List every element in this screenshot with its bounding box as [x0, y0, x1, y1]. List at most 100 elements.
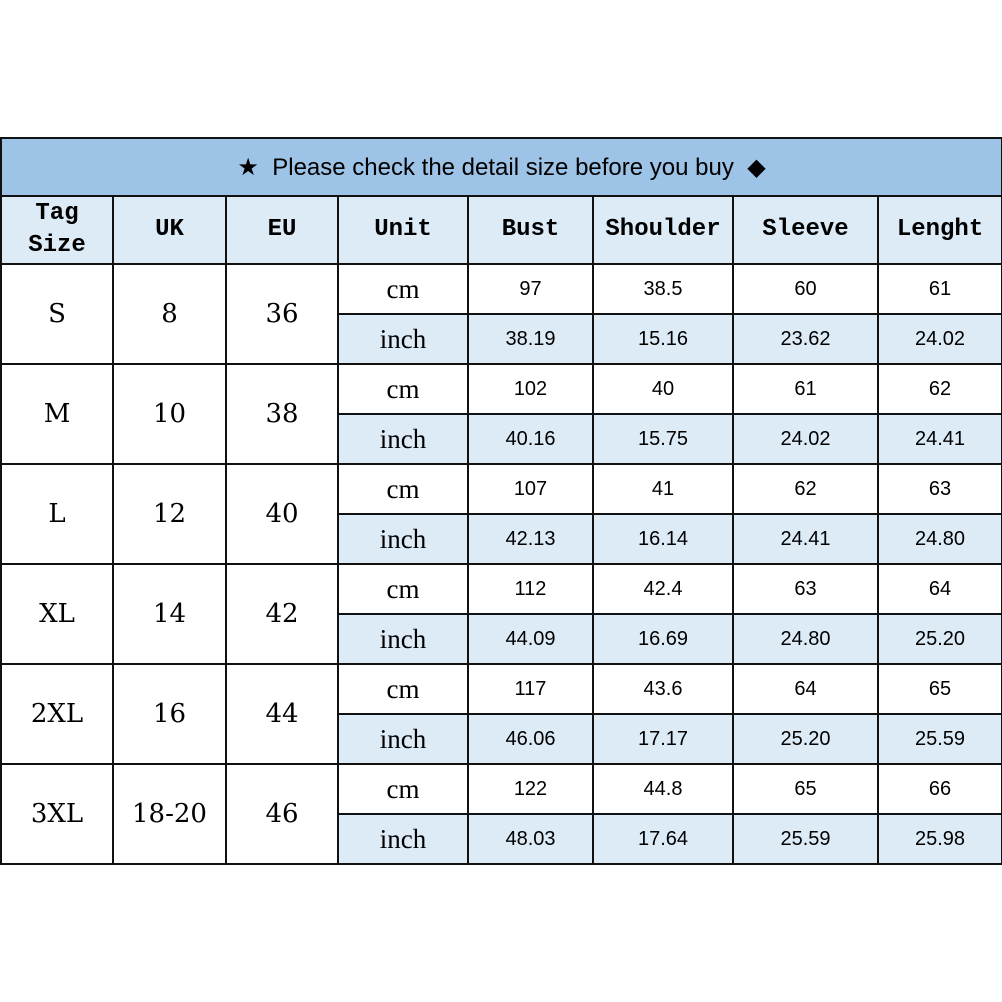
unit-cm: cm: [337, 463, 469, 515]
column-header: Sleeve: [732, 195, 879, 265]
measurement-cell: 24.80: [876, 513, 1002, 565]
measurement-cell: 46.06: [467, 713, 594, 765]
measurement-cell: 23.62: [732, 313, 879, 365]
table-row: inch 42.13 16.14 24.41 24.80: [1, 513, 1002, 565]
table-row: M 10 38 cm 102 40 61 62: [0, 363, 1002, 465]
table-row: 2XL 16 44 cm 117 43.6 64 65: [0, 663, 1002, 765]
measurement-cell: 65: [876, 663, 1002, 715]
unit-cm: cm: [337, 363, 469, 415]
measurement-cell: 44.09: [467, 613, 594, 665]
measurement-cell: 42.4: [592, 563, 734, 615]
size-tag: 2XL: [0, 663, 114, 765]
header-row: Tag Size UK EU Unit Bust Shoulder Sleeve Lenght: [0, 195, 1002, 265]
size-eu: 42: [225, 563, 339, 665]
column-header: Bust: [467, 195, 594, 265]
measurement-cell: 40: [592, 363, 734, 415]
column-header: EU: [225, 195, 339, 265]
measurement-cell: 24.02: [732, 413, 879, 465]
measurement-cell: 24.41: [732, 513, 879, 565]
unit-cm: cm: [337, 663, 469, 715]
measurement-cell: 63: [876, 463, 1002, 515]
measurement-cell: 24.41: [876, 413, 1002, 465]
column-header: Tag Size: [0, 195, 114, 265]
size-eu: 40: [225, 463, 339, 565]
measurement-cell: 17.64: [592, 813, 734, 865]
table-row: inch 48.03 17.64 25.59 25.98: [1, 813, 1002, 865]
size-uk: 18-20: [112, 763, 227, 865]
measurement-cell: 15.16: [592, 313, 734, 365]
measurement-cell: 25.59: [876, 713, 1002, 765]
measurement-cell: 24.02: [876, 313, 1002, 365]
measurement-cell: 41: [592, 463, 734, 515]
measurement-cell: 97: [467, 263, 594, 315]
size-eu: 46: [225, 763, 339, 865]
unit-inch: inch: [337, 413, 469, 465]
measurement-cell: 61: [876, 263, 1002, 315]
banner-text: Please check the detail size before you …: [272, 153, 734, 181]
measurement-cell: 42.13: [467, 513, 594, 565]
measurement-cell: 102: [467, 363, 594, 415]
size-tag: S: [0, 263, 114, 365]
measurement-cell: 44.8: [592, 763, 734, 815]
diamond-icon: ◆: [747, 153, 766, 181]
size-uk: 10: [112, 363, 227, 465]
measurement-cell: 122: [467, 763, 594, 815]
unit-cm: cm: [337, 763, 469, 815]
measurement-cell: 64: [732, 663, 879, 715]
measurement-cell: 62: [876, 363, 1002, 415]
measurement-cell: 112: [467, 563, 594, 615]
measurement-cell: 24.80: [732, 613, 879, 665]
measurement-cell: 40.16: [467, 413, 594, 465]
measurement-cell: 38.5: [592, 263, 734, 315]
unit-inch: inch: [337, 613, 469, 665]
star-icon: ★: [237, 153, 259, 181]
measurement-cell: 65: [732, 763, 879, 815]
size-tag: L: [0, 463, 114, 565]
unit-inch: inch: [337, 713, 469, 765]
size-uk: 8: [112, 263, 227, 365]
size-tag: XL: [0, 563, 114, 665]
size-uk: 12: [112, 463, 227, 565]
unit-cm: cm: [337, 263, 469, 315]
unit-inch: inch: [337, 813, 469, 865]
table-row: XL 14 42 cm 112 42.4 63 64: [0, 563, 1002, 665]
measurement-cell: 66: [876, 763, 1002, 815]
measurement-cell: 43.6: [592, 663, 734, 715]
measurement-cell: 62: [732, 463, 879, 515]
measurement-cell: 25.20: [732, 713, 879, 765]
measurement-cell: 38.19: [467, 313, 594, 365]
table-row: inch 38.19 15.16 23.62 24.02: [1, 313, 1002, 365]
size-eu: 36: [225, 263, 339, 365]
table-row: S 8 36 cm 97 38.5 60 61: [0, 263, 1002, 365]
size-eu: 44: [225, 663, 339, 765]
column-header: Unit: [337, 195, 469, 265]
column-header: Lenght: [876, 195, 1002, 265]
table-row: L 12 40 cm 107 41 62 63: [0, 463, 1002, 565]
table-row: inch 44.09 16.69 24.80 25.20: [1, 613, 1002, 665]
measurement-cell: 16.69: [592, 613, 734, 665]
table-row: inch 46.06 17.17 25.20 25.59: [1, 713, 1002, 765]
measurement-cell: 64: [876, 563, 1002, 615]
size-tag: 3XL: [0, 763, 114, 865]
measurement-cell: 25.98: [876, 813, 1002, 865]
unit-cm: cm: [337, 563, 469, 615]
size-eu: 38: [225, 363, 339, 465]
column-header: Shoulder: [592, 195, 734, 265]
unit-inch: inch: [337, 313, 469, 365]
size-uk: 16: [112, 663, 227, 765]
column-header: UK: [112, 195, 227, 265]
measurement-cell: 48.03: [467, 813, 594, 865]
measurement-cell: 117: [467, 663, 594, 715]
measurement-cell: 25.59: [732, 813, 879, 865]
size-uk: 14: [112, 563, 227, 665]
size-tag: M: [0, 363, 114, 465]
measurement-cell: 25.20: [876, 613, 1002, 665]
unit-inch: inch: [337, 513, 469, 565]
measurement-cell: 60: [732, 263, 879, 315]
measurement-cell: 107: [467, 463, 594, 515]
table-row: 3XL 18-20 46 cm 122 44.8 65 66: [0, 763, 1002, 865]
measurement-cell: 63: [732, 563, 879, 615]
size-chart-table: ★ Please check the detail size before yo…: [0, 137, 1002, 865]
table-row: inch 40.16 15.75 24.02 24.41: [1, 413, 1002, 465]
banner: ★ Please check the detail size before yo…: [0, 137, 1002, 197]
